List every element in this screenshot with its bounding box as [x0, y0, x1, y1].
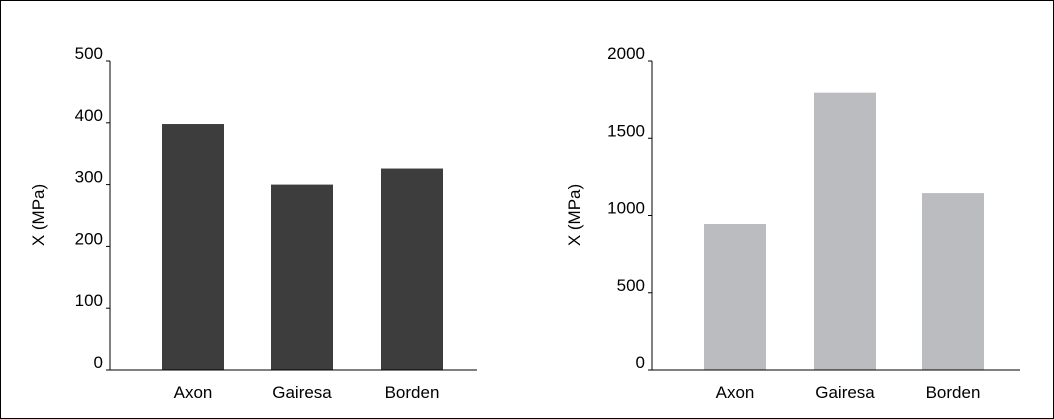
y-tick-label: 500: [617, 276, 645, 295]
bar-gairesa: [814, 92, 876, 371]
y-tick-label: 0: [94, 353, 103, 372]
y-tick-label: 200: [75, 229, 103, 248]
bar-gairesa: [271, 184, 333, 370]
y-tick-label: 100: [75, 291, 103, 310]
y-tick-label: 1000: [607, 199, 645, 218]
x-tick-label: Borden: [926, 383, 981, 402]
y-tick-label: 300: [75, 168, 103, 187]
x-tick-label: Gairesa: [815, 383, 875, 402]
y-tick-label: 2000: [607, 44, 645, 63]
bar-borden: [381, 168, 443, 370]
chart-right: 0 500 1000 1500 2000 Axon Gairesa Borden X (MPa): [565, 44, 1020, 402]
x-tick-label: Axon: [716, 383, 755, 402]
x-tick-label: Borden: [385, 383, 440, 402]
y-tick-label: 500: [75, 44, 103, 63]
y-axis-label: X (MPa): [565, 184, 584, 246]
y-tick-label: 400: [75, 106, 103, 125]
y-axis-label: X (MPa): [29, 184, 48, 246]
bar-borden: [922, 193, 984, 370]
bar-axon: [704, 223, 766, 370]
y-tick-label: 1500: [607, 121, 645, 140]
y-tick-label: 0: [636, 353, 645, 372]
x-tick-label: Gairesa: [272, 383, 332, 402]
bar-axon: [162, 124, 224, 370]
x-tick-label: Axon: [174, 383, 213, 402]
chart-left: 0 100 200 300 400 500 Axon Gairesa Borden X (MPa): [29, 44, 477, 402]
